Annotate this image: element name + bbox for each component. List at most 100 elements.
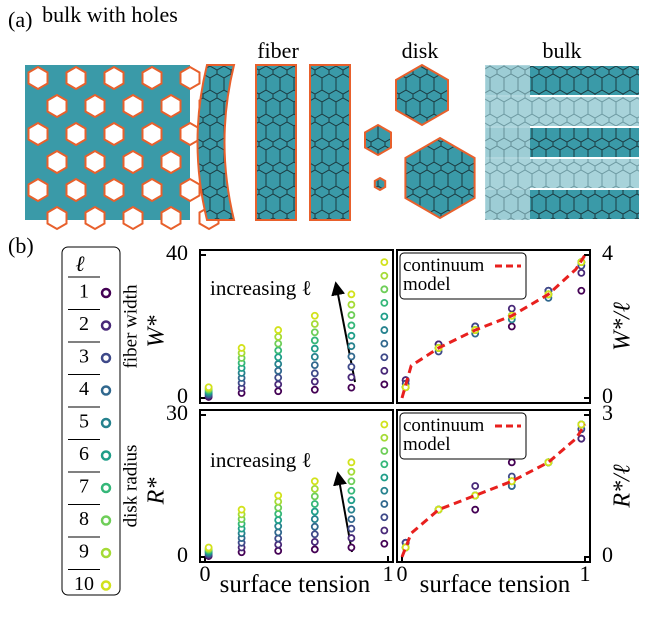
- point: [347, 342, 356, 351]
- hole: [141, 65, 163, 91]
- points: [204, 258, 389, 401]
- point: [274, 540, 283, 549]
- point: [347, 477, 356, 486]
- point: [347, 311, 356, 319]
- point: [274, 491, 283, 500]
- point: [274, 546, 283, 555]
- point: [204, 543, 213, 552]
- hole: [122, 93, 144, 119]
- point: [380, 473, 389, 482]
- point: [347, 543, 356, 552]
- point: [274, 366, 283, 375]
- point: [310, 328, 319, 337]
- hole: [103, 177, 125, 203]
- point: [274, 326, 283, 334]
- point: [274, 346, 283, 355]
- illustration-label: disk: [401, 38, 439, 63]
- legend-label: 10: [74, 573, 94, 595]
- legend-box: [61, 246, 121, 596]
- point: [204, 383, 213, 392]
- point: [310, 484, 319, 493]
- annotation: increasing ℓ: [210, 276, 312, 300]
- plot-frame: [199, 409, 394, 563]
- point: [380, 433, 389, 442]
- point: [347, 505, 356, 514]
- hole: [65, 177, 87, 203]
- point: [274, 528, 283, 537]
- hole: [27, 121, 49, 147]
- hole: [65, 65, 87, 91]
- legend-label: 3: [79, 346, 89, 368]
- legend-label: 2: [79, 313, 89, 335]
- point: [347, 534, 356, 542]
- hole: [141, 121, 163, 147]
- point: [310, 515, 319, 524]
- point: [310, 500, 319, 508]
- plot-frame: [396, 249, 591, 404]
- legend-marker: [100, 482, 112, 494]
- point: [347, 515, 356, 524]
- point: [380, 500, 389, 508]
- point: [310, 311, 319, 320]
- y-tick-label: 4: [602, 240, 613, 265]
- hole: [103, 65, 125, 91]
- point: [380, 380, 389, 389]
- point: [380, 460, 389, 469]
- plot-frame: [199, 249, 394, 404]
- legend-label: continuum model: [403, 415, 485, 455]
- fiber: [196, 64, 236, 221]
- panel-label: (a): [8, 7, 32, 32]
- point: [274, 503, 283, 512]
- point: [380, 299, 389, 307]
- point: [347, 321, 356, 330]
- point: [380, 326, 389, 334]
- x-axis-label: surface tension: [219, 571, 371, 598]
- y-axis-label: W*/ℓ: [610, 302, 636, 351]
- point: [310, 537, 319, 546]
- legend-marker: [100, 417, 112, 429]
- hole: [160, 149, 182, 175]
- bulk-faded: [485, 65, 530, 220]
- y-tick-label: 0: [602, 542, 613, 567]
- point: [380, 526, 389, 535]
- point: [577, 434, 586, 443]
- y-axis-label: R*/ℓ: [610, 464, 636, 508]
- x-tick-label: 1: [580, 561, 591, 586]
- point: [347, 290, 356, 299]
- panel-label: (b): [8, 233, 34, 258]
- y-axis-note: disk radius: [120, 445, 141, 528]
- point: [380, 447, 389, 455]
- y-axis-note: fiber width: [120, 284, 141, 368]
- point: [274, 497, 283, 506]
- legend-label: continuum model: [403, 255, 485, 295]
- point: [507, 458, 516, 467]
- points: [204, 420, 389, 560]
- x-tick-label: 0: [397, 561, 408, 586]
- point: [577, 268, 586, 277]
- y-axis-label: W*: [144, 316, 170, 348]
- y-tick-label: 0: [177, 542, 188, 567]
- point: [347, 496, 356, 505]
- point: [310, 492, 319, 501]
- point: [380, 539, 389, 548]
- point: [380, 312, 389, 321]
- point: [577, 420, 586, 429]
- points: [401, 420, 586, 552]
- point: [380, 366, 389, 375]
- hole: [84, 205, 106, 231]
- fiber: [255, 64, 297, 221]
- point: [274, 380, 283, 389]
- point: [310, 530, 319, 539]
- y-tick-label: 40: [166, 240, 188, 265]
- point: [380, 513, 389, 522]
- point: [577, 286, 586, 295]
- hole: [160, 93, 182, 119]
- hole: [27, 177, 49, 203]
- point: [347, 331, 356, 340]
- y-tick-label: 30: [166, 400, 188, 425]
- hole: [65, 121, 87, 147]
- x-tick-label: 0: [200, 561, 211, 586]
- point: [347, 458, 356, 467]
- hole: [84, 149, 106, 175]
